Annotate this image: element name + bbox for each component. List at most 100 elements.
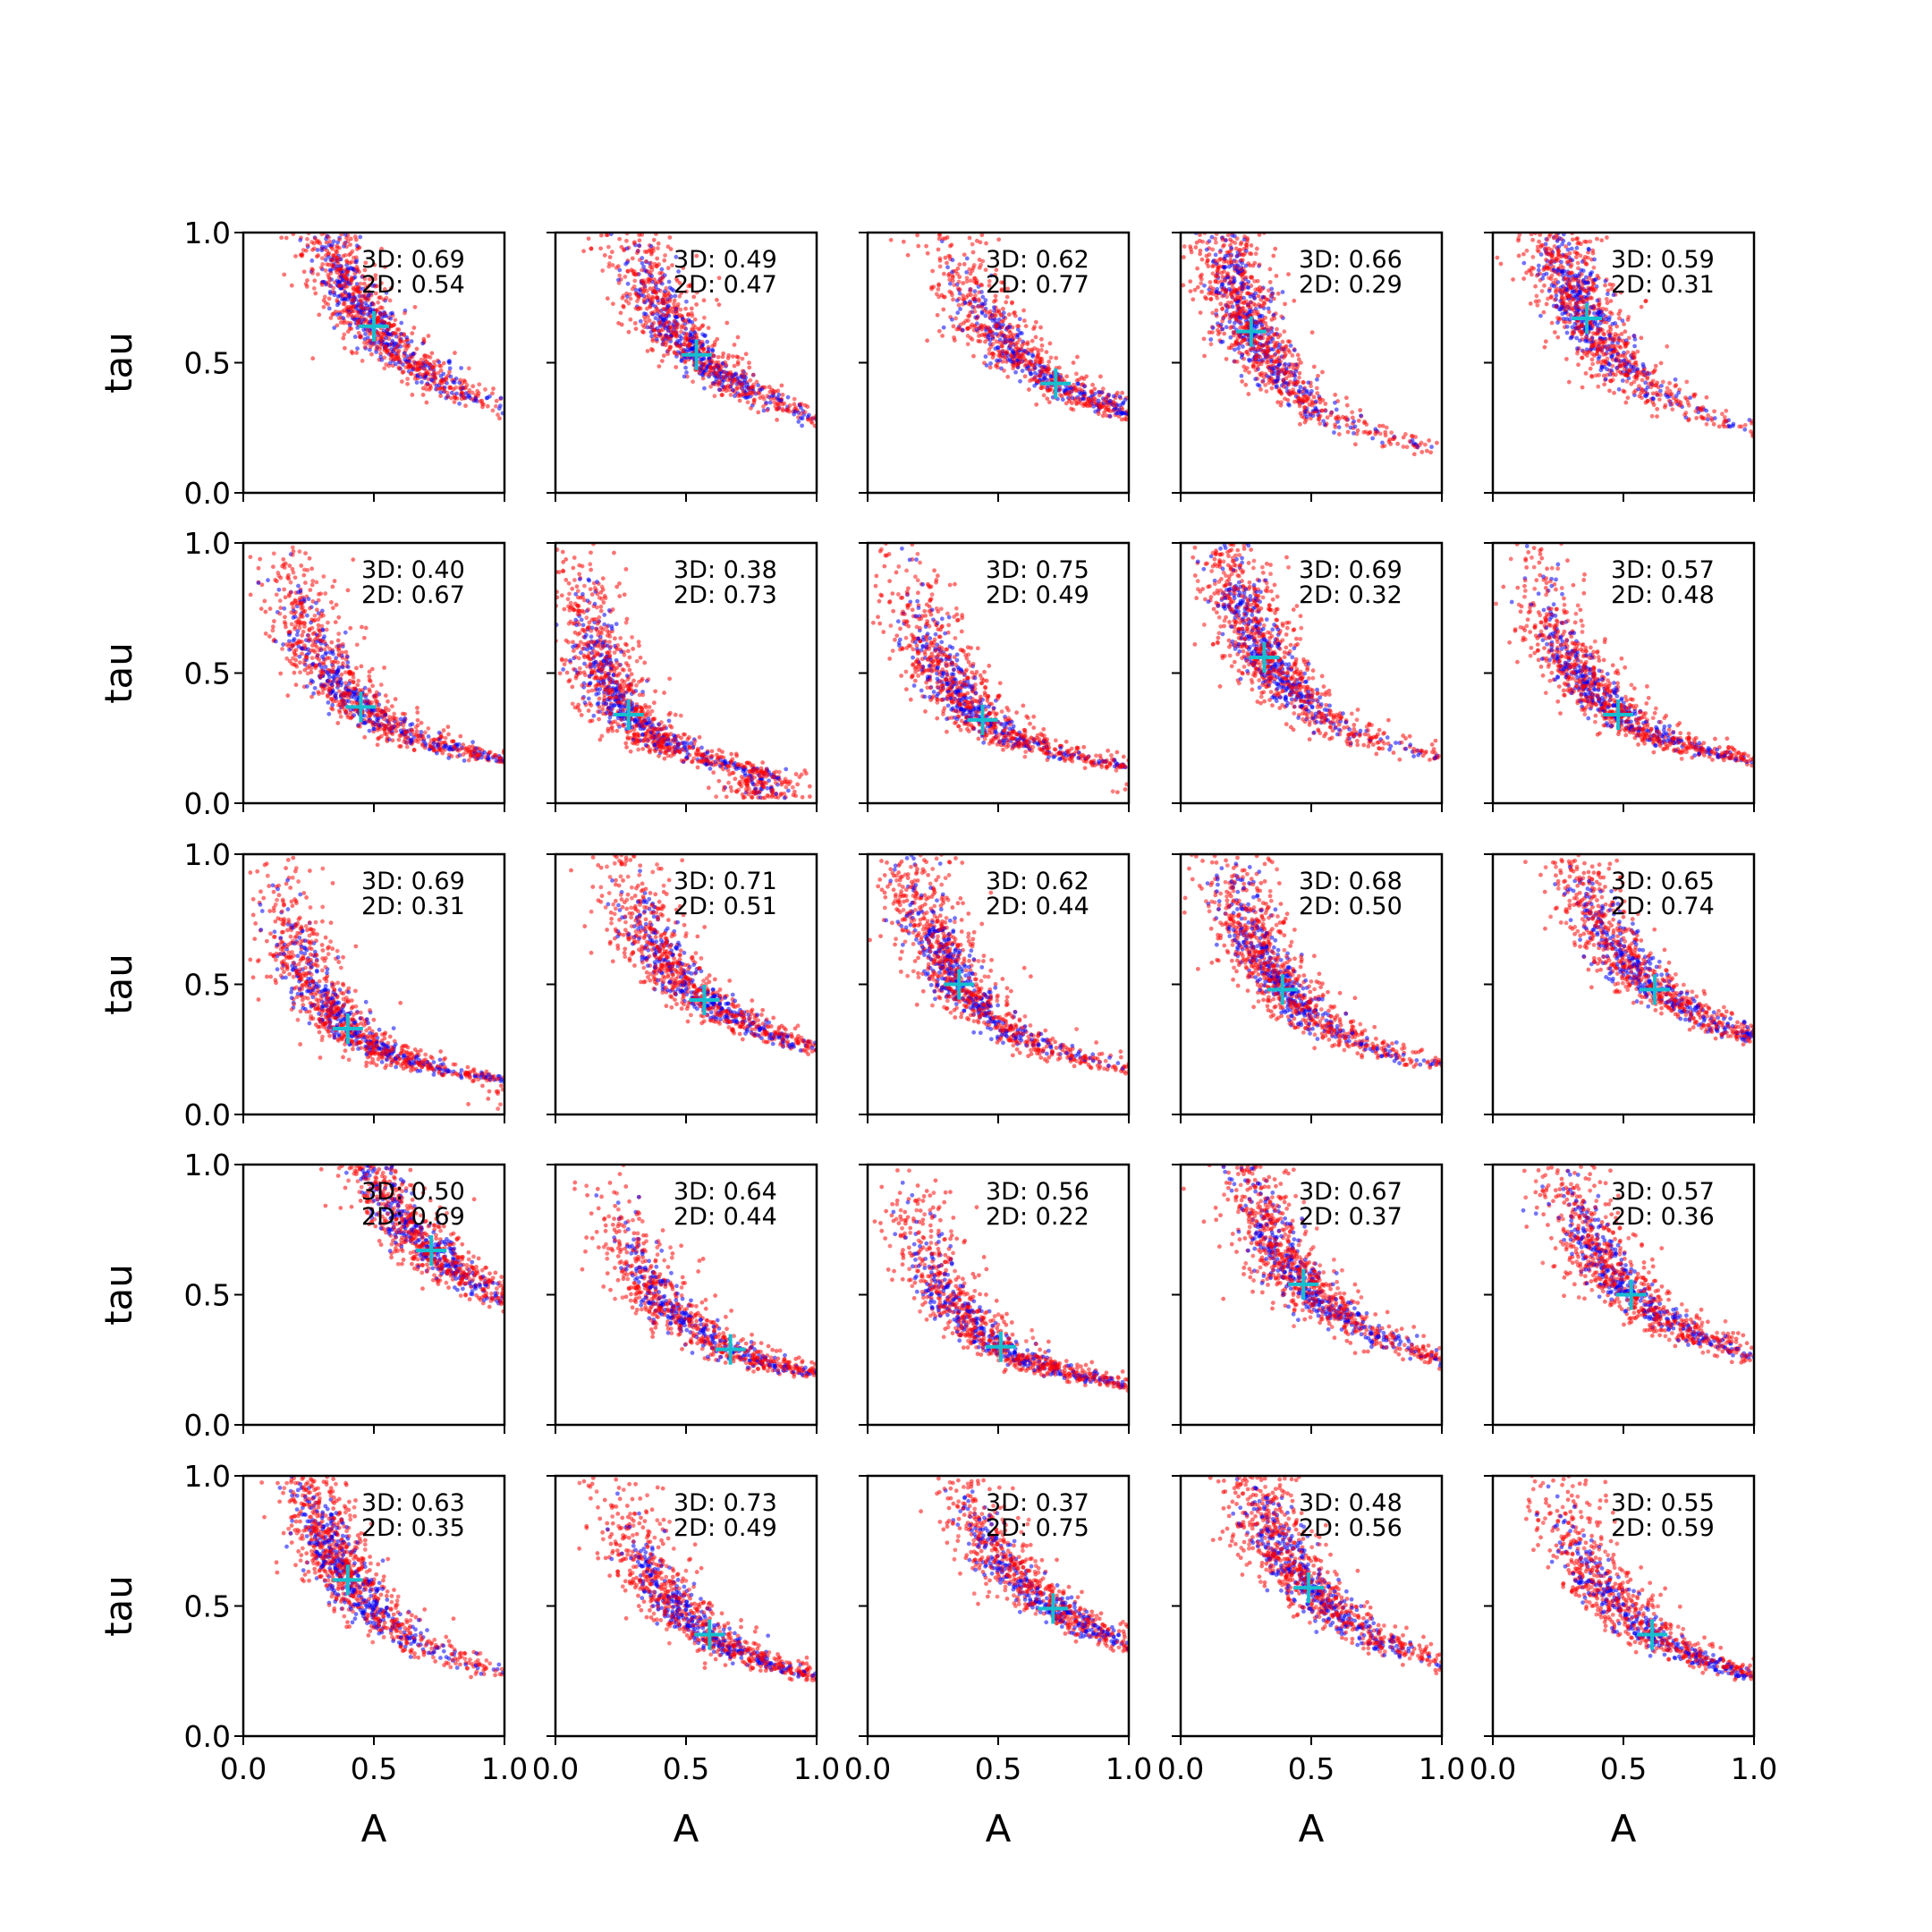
point-series-b <box>776 392 782 397</box>
point-series-a <box>1243 315 1249 320</box>
point-series-a <box>1352 442 1358 447</box>
point-series-a <box>1274 274 1279 278</box>
point-series-a <box>1596 384 1601 389</box>
point-series-a <box>1005 286 1011 292</box>
point-series-b <box>1254 324 1259 329</box>
estimate-marker <box>359 310 389 342</box>
point-series-a <box>301 269 307 275</box>
point-series-a <box>1283 301 1287 307</box>
point-series-a <box>1435 440 1439 445</box>
point-series-a <box>702 315 707 320</box>
point-series-a <box>1658 360 1664 366</box>
point-series-a <box>964 326 970 331</box>
point-series-a <box>1613 332 1618 336</box>
point-series-a <box>694 253 699 258</box>
point-series-a <box>479 401 485 406</box>
point-series-b <box>447 366 453 371</box>
point-series-a <box>951 297 955 302</box>
point-series-a <box>756 410 761 415</box>
point-series-b <box>683 365 688 370</box>
point-series-a <box>402 310 407 316</box>
point-series-a <box>426 334 431 338</box>
point-series-a <box>1241 285 1247 291</box>
point-series-a <box>310 356 316 361</box>
point-series-b <box>666 279 672 284</box>
point-series-a <box>1028 378 1032 384</box>
y-tick-label: 0.5 <box>184 346 231 381</box>
point-series-a <box>414 346 419 352</box>
point-series-b <box>1213 252 1218 258</box>
point-series-a <box>1029 349 1034 354</box>
point-series-a <box>1224 250 1230 255</box>
point-series-a <box>1218 257 1224 261</box>
point-series-b <box>1111 394 1116 399</box>
point-series-a <box>680 323 685 328</box>
point-series-a <box>353 237 359 242</box>
point-series-a <box>1046 366 1051 371</box>
point-series-a <box>1377 423 1382 428</box>
point-series-a <box>657 320 662 326</box>
point-series-a <box>1286 391 1291 396</box>
point-series-a <box>1272 332 1277 337</box>
point-series-b <box>1540 275 1546 281</box>
point-series-a <box>1292 362 1297 368</box>
point-series-a <box>425 370 430 375</box>
point-series-a <box>1210 247 1216 252</box>
point-series-b <box>330 242 335 248</box>
point-series-a <box>964 279 970 284</box>
point-series-b <box>1605 292 1610 297</box>
point-series-a <box>1227 280 1233 285</box>
point-series-a <box>1608 351 1613 356</box>
point-series-a <box>664 285 669 291</box>
point-series-b <box>674 254 679 259</box>
point-series-a <box>1530 237 1536 242</box>
point-series-a <box>1279 400 1284 405</box>
point-series-a <box>350 305 355 310</box>
point-series-a <box>1240 379 1245 384</box>
point-series-b <box>1217 291 1223 296</box>
point-series-b <box>1650 396 1656 401</box>
point-series-a <box>665 293 670 299</box>
point-series-a <box>1631 390 1637 395</box>
point-series-a <box>1645 370 1650 376</box>
point-series-a <box>1563 244 1569 249</box>
point-series-a <box>342 241 347 246</box>
point-series-a <box>1286 272 1291 277</box>
point-series-a <box>1023 358 1029 363</box>
point-series-a <box>1301 380 1306 385</box>
point-series-a <box>397 357 402 362</box>
point-series-a <box>373 276 378 282</box>
point-series-a <box>1548 295 1554 301</box>
point-series-a <box>1636 373 1640 377</box>
point-series-b <box>1292 348 1297 352</box>
point-series-a <box>376 315 381 320</box>
point-series-b <box>945 265 950 270</box>
point-series-a <box>651 249 656 253</box>
point-series-b <box>1607 333 1612 338</box>
point-series-a <box>1229 292 1234 298</box>
point-series-a <box>1535 248 1540 253</box>
point-series-a <box>424 386 429 392</box>
point-series-a <box>623 275 628 279</box>
point-series-a <box>1281 347 1285 352</box>
point-series-a <box>335 255 340 260</box>
point-series-b <box>1603 278 1608 284</box>
point-series-a <box>1605 235 1609 240</box>
point-series-a <box>1301 394 1306 400</box>
point-series-a <box>1064 391 1069 396</box>
point-series-a <box>691 294 697 300</box>
point-series-a <box>1263 371 1268 377</box>
point-series-a <box>475 388 480 394</box>
point-series-a <box>703 372 708 377</box>
annotation-3d: 3D: 0.66 <box>1299 246 1402 274</box>
point-series-b <box>438 390 444 395</box>
point-series-a <box>631 241 637 246</box>
point-series-a <box>1290 353 1295 358</box>
point-series-b <box>331 239 336 244</box>
point-series-a <box>1511 277 1515 282</box>
point-series-b <box>1204 247 1209 252</box>
point-series-a <box>955 271 960 276</box>
point-series-a <box>637 258 642 263</box>
point-series-a <box>368 276 372 282</box>
